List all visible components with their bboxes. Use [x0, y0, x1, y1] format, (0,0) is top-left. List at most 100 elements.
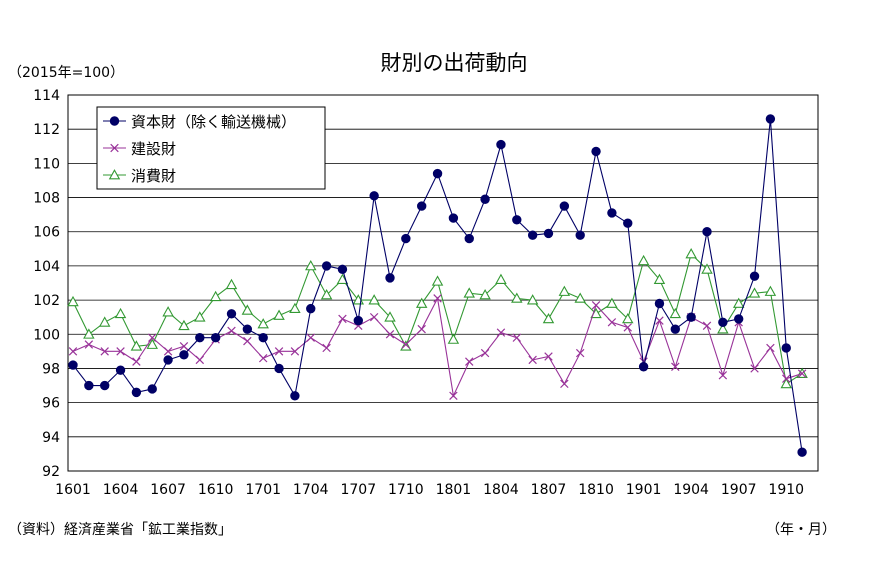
- data-point: [543, 228, 554, 239]
- data-point: [258, 332, 268, 343]
- x-tick-label: 1607: [150, 482, 186, 498]
- data-point: [274, 347, 284, 356]
- data-point: [320, 289, 333, 300]
- marker-stroke: [575, 348, 585, 358]
- data-point: [306, 303, 316, 314]
- legend-label: 消費財: [131, 167, 176, 185]
- data-point: [670, 324, 680, 334]
- data-point: [209, 290, 222, 302]
- data-point: [782, 374, 791, 383]
- data-point: [98, 316, 111, 327]
- marker-stroke: [544, 352, 553, 361]
- y-tick-label: 110: [33, 156, 60, 172]
- series-layer: [67, 114, 808, 457]
- data-point: [84, 380, 94, 391]
- data-point: [544, 352, 553, 361]
- data-point: [400, 340, 412, 351]
- marker-stroke: [718, 371, 728, 380]
- data-point: [717, 323, 729, 334]
- data-point: [401, 340, 411, 349]
- data-point: [558, 285, 571, 296]
- data-point: [512, 333, 522, 342]
- x-tick-label: 1710: [388, 482, 424, 498]
- data-point: [495, 273, 507, 284]
- data-point: [131, 387, 142, 398]
- y-tick-label: 102: [33, 293, 60, 309]
- data-point: [764, 285, 777, 296]
- x-tick-labels: 1601 1604 1607 1610 1701 1704 1707 1710 1801 1804…: [55, 482, 804, 498]
- data-point: [528, 355, 537, 365]
- legend-box: [96, 106, 326, 190]
- x-tick-label: 1704: [293, 482, 329, 498]
- data-point: [243, 336, 252, 346]
- data-point: [401, 233, 411, 244]
- data-point: [68, 347, 78, 356]
- data-point: [147, 384, 157, 394]
- data-point: [116, 347, 125, 356]
- data-point: [623, 323, 632, 332]
- data-point: [448, 213, 459, 223]
- marker-stroke: [528, 355, 537, 365]
- x-tick-label: 1901: [626, 482, 662, 498]
- plot-area-border: [67, 94, 819, 472]
- x-tick-label: 1804: [483, 482, 519, 498]
- data-point: [321, 261, 332, 271]
- marker-stroke: [163, 347, 173, 356]
- data-point: [496, 139, 506, 150]
- marker-stroke: [496, 328, 506, 337]
- x-tick-label: 1810: [578, 482, 614, 498]
- marker-stroke: [322, 343, 331, 353]
- data-point: [100, 347, 109, 356]
- data-point: [480, 348, 490, 358]
- data-point: [163, 355, 173, 365]
- data-point: [273, 309, 285, 320]
- data-point: [479, 289, 491, 300]
- legend-item: 建設財: [103, 140, 176, 158]
- marker-stroke: [290, 347, 300, 356]
- data-point: [242, 324, 253, 334]
- data-point: [132, 357, 141, 366]
- data-point: [417, 324, 426, 334]
- data-point: [591, 146, 601, 157]
- data-point: [385, 330, 395, 339]
- y-tick-label: 104: [33, 259, 60, 275]
- data-point: [336, 273, 349, 284]
- marker-stroke: [623, 323, 632, 332]
- marker-stroke: [110, 143, 119, 153]
- series-0: [68, 114, 807, 457]
- data-point: [369, 312, 379, 322]
- marker-stroke: [68, 347, 78, 356]
- data-point: [195, 332, 205, 343]
- data-point: [84, 340, 94, 349]
- data-point: [432, 168, 443, 179]
- data-point: [607, 318, 617, 327]
- marker-stroke: [465, 357, 474, 366]
- source-note: （資料）経済産業省「鉱工業指数」: [8, 521, 232, 538]
- marker-stroke: [369, 312, 379, 322]
- marker-stroke: [433, 294, 442, 303]
- data-point: [685, 248, 697, 259]
- marker-stroke: [243, 336, 252, 346]
- data-point: [671, 362, 680, 371]
- data-point: [623, 218, 633, 228]
- data-point: [607, 208, 617, 218]
- x-tick-label: 1604: [103, 482, 139, 498]
- data-point: [163, 347, 173, 356]
- x-tick-label: 1907: [721, 482, 757, 498]
- marker-stroke: [671, 362, 680, 371]
- data-point: [669, 307, 682, 319]
- x-tick-label: 1707: [340, 482, 376, 498]
- data-point: [526, 294, 539, 305]
- data-point: [305, 259, 317, 271]
- marker-stroke: [385, 330, 395, 339]
- marker-stroke: [148, 333, 157, 342]
- data-point: [512, 215, 522, 225]
- x-tick-label: 1807: [531, 482, 567, 498]
- y-unit-label: （2015年=100）: [8, 65, 124, 81]
- data-point: [638, 362, 649, 372]
- data-point: [68, 360, 78, 370]
- data-point: [781, 343, 791, 353]
- data-point: [748, 287, 761, 298]
